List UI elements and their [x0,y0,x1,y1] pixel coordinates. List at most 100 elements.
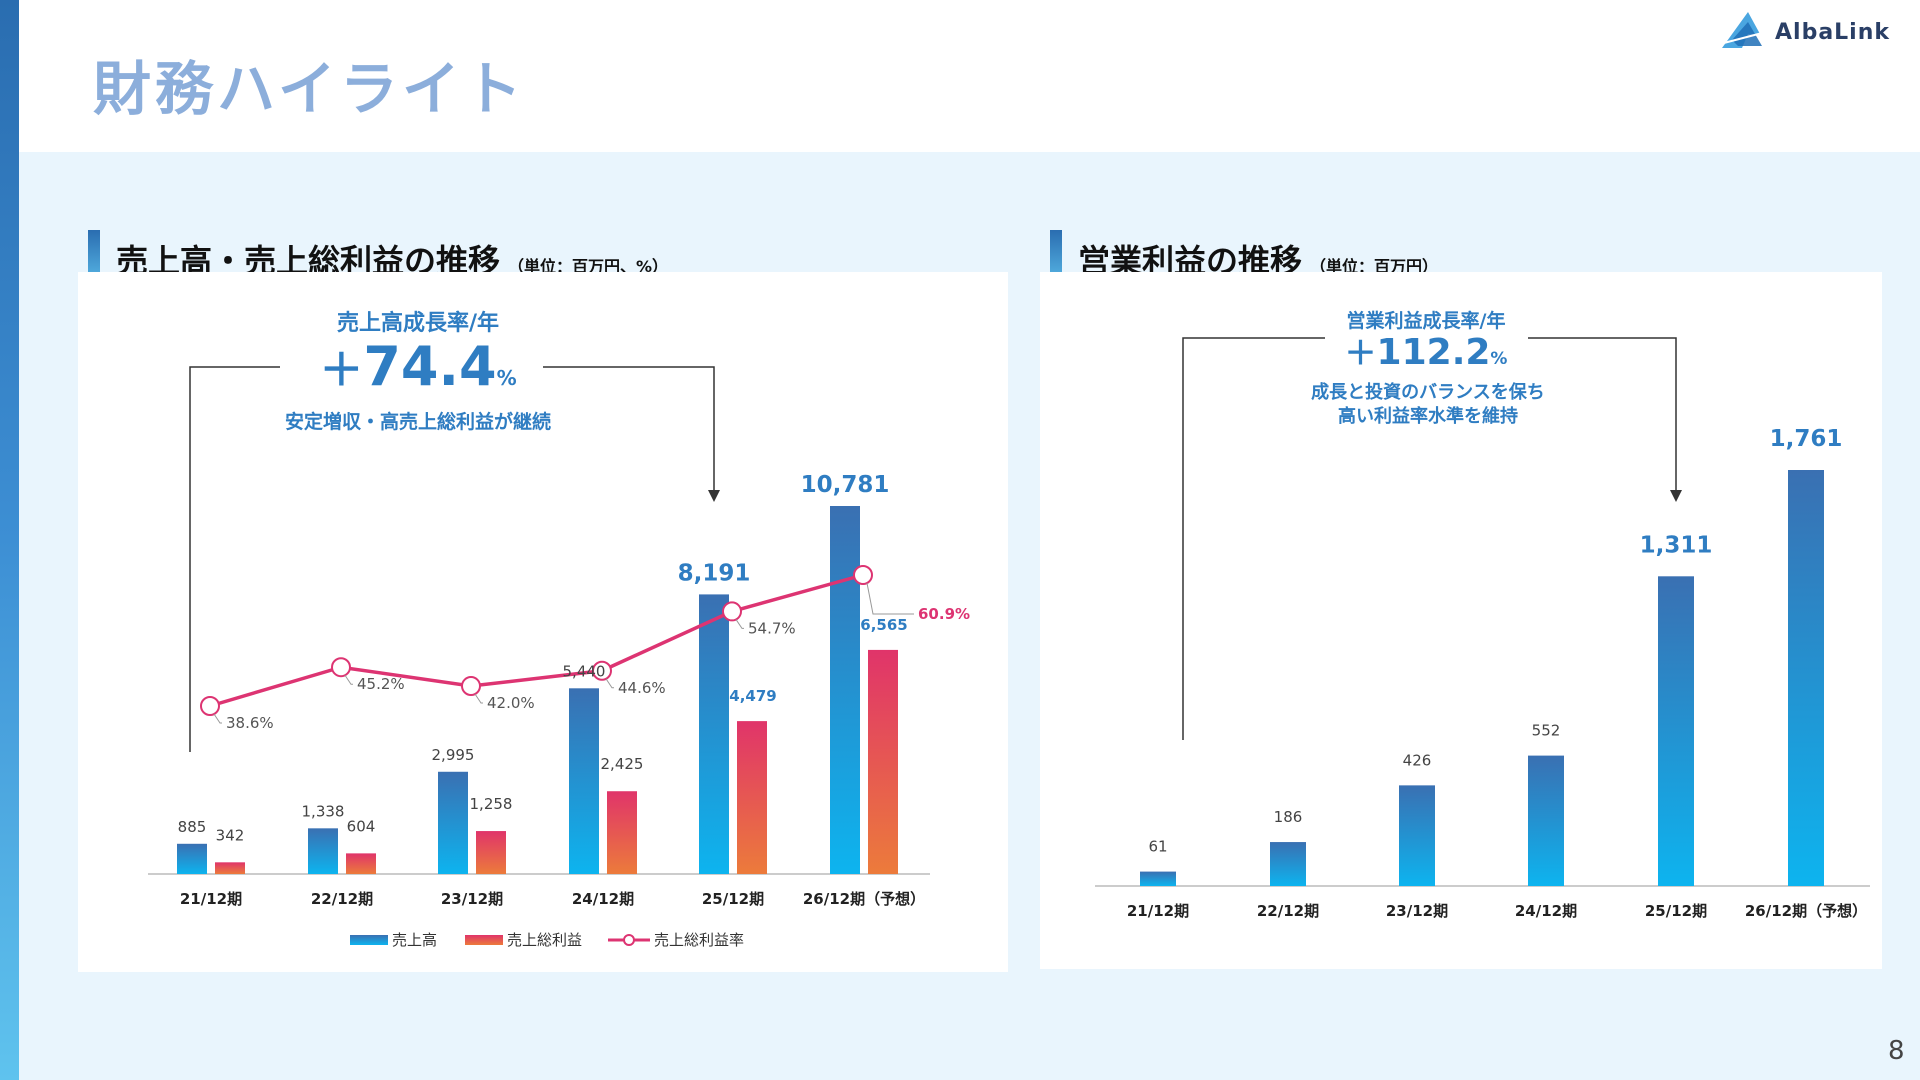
operating-profit-bar [1788,470,1824,886]
gross-margin-label: 44.6% [618,679,666,697]
gross-margin-marker [331,657,351,678]
x-tick-label: 24/12期 [572,890,634,908]
margin-leader-line [735,619,744,629]
page-number: 8 [1888,1036,1905,1066]
right-section-unit: （単位：百万円） [1310,257,1439,276]
x-tick-label: 21/12期 [1127,902,1189,920]
sales-bar [438,771,468,874]
margin-leader-line [474,693,483,704]
right-callout-note-2: 高い利益率水準を維持 [1338,405,1518,427]
gross-profit-bar [476,831,506,874]
sales-value-label: 10,781 [801,472,890,498]
gross-margin-line [209,573,864,708]
left-accent-bar [0,0,19,1080]
right-chart-panel [1040,272,1882,969]
sales-value-label: 1,338 [302,802,345,820]
gross-profit-bar [215,862,245,874]
x-tick-label: 24/12期 [1515,902,1577,920]
left-callout-bracket-right [543,366,715,492]
gross-profit-bar [737,721,767,874]
margin-leader-line [213,713,222,724]
x-tick-label: 23/12期 [1386,902,1448,920]
operating-profit-bar [1270,842,1306,886]
operating-profit-bar [1140,871,1176,886]
left-callout-number: 74.4 [363,335,496,398]
margin-leader-line [605,678,614,689]
header [19,0,1920,152]
left-callout-bracket-left [189,366,280,752]
margin-leader-line [344,674,353,685]
right-callout-bracket-left [1182,337,1325,740]
legend-gross-label: 売上総利益 [507,931,582,949]
left-callout-note: 安定増収・高売上総利益が継続 [285,410,551,433]
gross-profit-bar [607,791,637,874]
operating-profit-value-label: 1,761 [1770,426,1843,452]
gross-profit-value-label: 342 [216,826,245,844]
sales-value-label: 2,995 [432,746,475,764]
x-tick-label: 23/12期 [441,890,503,908]
x-tick-label: 25/12期 [702,890,764,908]
operating-profit-value-label: 426 [1403,751,1432,769]
gross-margin-marker [722,601,742,622]
gross-profit-value-label: 604 [347,817,376,835]
left-callout-label: 売上高成長率/年 [337,310,499,336]
operating-profit-value-label: 552 [1532,722,1561,740]
sales-bar [308,828,338,874]
sales-bar [699,594,729,874]
gross-margin-marker [853,565,873,585]
x-tick-label: 22/12期 [1257,902,1319,920]
x-tick-label: 25/12期 [1645,902,1707,920]
right-callout-label: 営業利益成長率/年 [1347,309,1506,332]
right-callout-value: ＋112.2% [1345,332,1508,373]
right-callout-arrowhead [1670,490,1682,502]
legend-margin-marker [623,934,635,946]
left-callout-prefix: ＋ [319,345,363,396]
legend-sales-label: 売上高 [392,931,437,949]
x-tick-label: 21/12期 [180,890,242,908]
gross-margin-label: 42.0% [487,694,535,712]
operating-profit-bar [1528,755,1564,886]
right-callout-bracket-right [1528,337,1677,492]
right-callout-number: 112.2 [1377,332,1491,373]
gross-profit-value-label: 4,479 [729,687,776,705]
gross-margin-marker [200,696,220,716]
logo-text: AlbaLink [1775,20,1891,45]
gross-margin-label: 38.6% [226,714,274,732]
gross-profit-bar [346,853,376,874]
sales-value-label: 5,440 [563,662,606,680]
gross-margin-label: 45.2% [357,675,405,693]
gross-profit-value-label: 1,258 [470,795,513,813]
margin-leader-line [866,582,914,615]
gross-margin-label: 54.7% [748,619,796,637]
sales-bar [177,843,207,874]
sales-bar [830,506,860,874]
gross-margin-marker [461,676,481,697]
x-tick-label: 22/12期 [311,890,373,908]
legend-gross-swatch [465,935,503,945]
operating-profit-value-label: 61 [1148,838,1167,856]
sales-bar [569,688,599,874]
legend-sales-swatch [350,935,388,945]
legend-margin-label: 売上総利益率 [654,931,744,949]
gross-profit-value-label: 2,425 [601,755,644,773]
right-callout-prefix: ＋ [1345,334,1377,372]
page-title: 財務ハイライト [93,55,526,123]
gross-margin-marker [592,660,612,681]
left-callout-value: ＋74.4% [319,335,516,398]
left-section-unit: （単位：百万円、%） [508,257,669,276]
left-callout-arrowhead [708,490,720,502]
gross-margin-label: 60.9% [918,605,970,623]
operating-profit-bar [1658,576,1694,886]
right-callout-note-1: 成長と投資のバランスを保ち [1311,381,1545,403]
gross-profit-value-label: 6,565 [860,616,907,634]
sales-value-label: 885 [178,818,207,836]
operating-profit-bar [1399,785,1435,886]
x-tick-label: 26/12期（予想） [1745,902,1867,920]
x-tick-label: 26/12期（予想） [803,890,925,908]
logo-icon [1719,12,1767,48]
gross-profit-bar [868,649,898,874]
right-callout-suffix: % [1490,349,1507,369]
sales-value-label: 8,191 [678,560,751,586]
